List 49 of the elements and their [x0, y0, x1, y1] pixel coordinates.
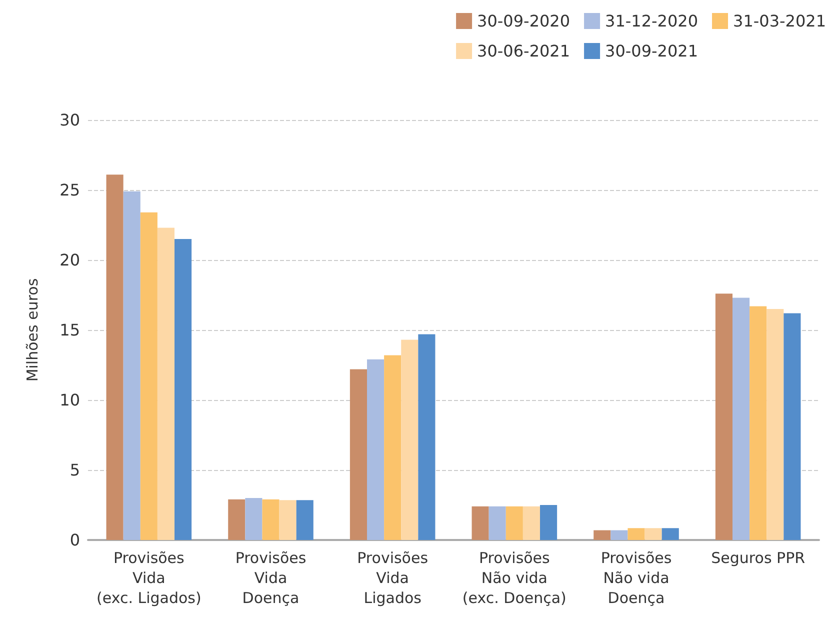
y-tick-label: 20: [60, 250, 80, 270]
bar: [140, 212, 158, 540]
y-tick-label: 10: [60, 390, 80, 410]
bar: [296, 500, 314, 540]
bar: [174, 239, 192, 540]
y-tick-label: 5: [70, 460, 80, 480]
bar: [488, 506, 506, 540]
bar: [106, 174, 124, 540]
x-tick-label: Seguros PPR: [711, 549, 806, 567]
x-tick-label: Provisões Vida (exc. Ligados): [96, 549, 202, 607]
bar: [245, 498, 262, 540]
bar: [418, 334, 436, 540]
bar: [401, 340, 418, 540]
bar: [784, 313, 801, 540]
bar: [506, 506, 523, 540]
y-tick-label: 0: [70, 530, 80, 550]
bar: [628, 528, 645, 540]
legend-label: 30-09-2020: [477, 12, 570, 30]
bar: [228, 499, 246, 540]
y-tick-label: 15: [60, 320, 80, 340]
y-tick-label: 25: [60, 180, 80, 200]
bar: [750, 306, 767, 540]
bar: [732, 298, 750, 540]
bar: [350, 369, 367, 540]
bar: [279, 500, 296, 540]
bar: [594, 530, 611, 540]
bar: [522, 506, 540, 540]
bar: [644, 528, 662, 540]
bar: [540, 505, 558, 540]
x-tick-label: Provisões Não vida Doença: [600, 549, 672, 607]
bar: [472, 506, 489, 540]
legend-label: 30-06-2021: [477, 42, 570, 60]
bar: [123, 191, 140, 540]
bar: [384, 355, 402, 540]
legend-label: 31-12-2020: [605, 12, 698, 30]
bar: [766, 309, 784, 540]
bar: [662, 528, 679, 540]
y-tick-label: 30: [60, 110, 80, 130]
x-tick-label: Provisões Vida Ligados: [357, 549, 428, 607]
bar: [262, 499, 280, 540]
y-axis-title: Milhões euros: [24, 278, 42, 382]
bar: [367, 359, 384, 540]
legend-label: 30-09-2021: [605, 42, 698, 60]
x-tick-label: Provisões Não vida (exc. Doença): [462, 549, 566, 607]
x-tick-label: Provisões Vida Doença: [235, 549, 306, 607]
bar: [157, 228, 174, 540]
bar: [715, 294, 732, 540]
bar: [610, 530, 628, 540]
legend-label: 31-03-2021: [733, 12, 826, 30]
